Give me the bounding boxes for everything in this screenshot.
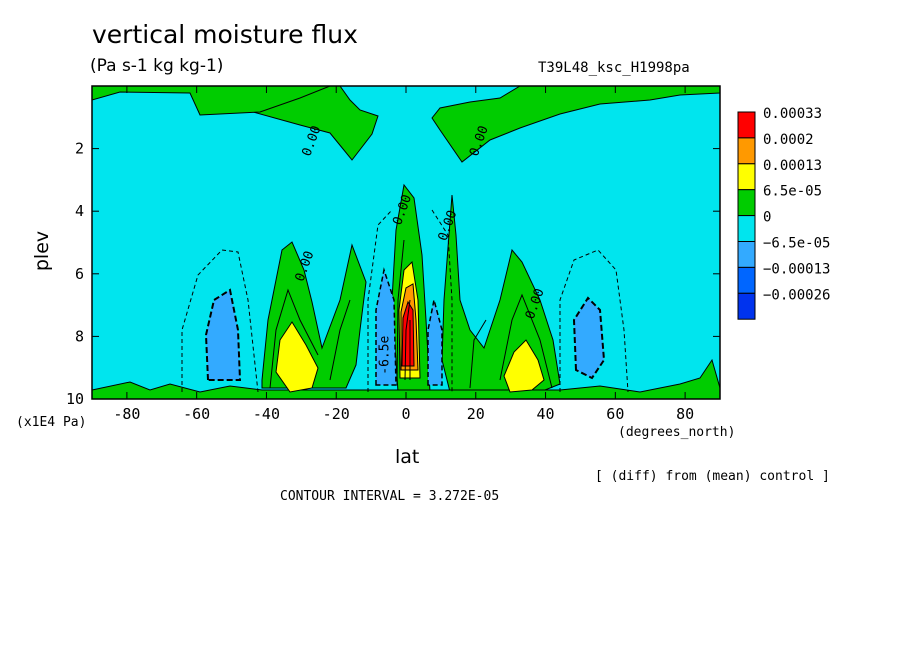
chart-units: (Pa s-1 kg kg-1) bbox=[90, 56, 224, 76]
x-unit-note: (degrees_north) bbox=[618, 425, 736, 440]
upper-green-band-right bbox=[431, 86, 720, 163]
sh-inner-contours bbox=[269, 288, 351, 389]
eq-east-min bbox=[427, 299, 443, 386]
contour-label: -6.5e bbox=[378, 335, 393, 374]
legend-swatch bbox=[737, 137, 756, 165]
legend-label: 0 bbox=[763, 210, 771, 226]
x-tick-label: 0 bbox=[401, 405, 410, 423]
legend-swatch bbox=[737, 292, 756, 320]
legend-swatch bbox=[737, 241, 756, 268]
y-tick-label: 10 bbox=[66, 390, 84, 408]
x-axis: -80 -60 -40 -20 0 20 40 60 80 bbox=[113, 86, 694, 423]
diff-note: [ (diff) from (mean) control ] bbox=[595, 469, 830, 484]
equatorial-max bbox=[401, 300, 415, 367]
contour-fills bbox=[92, 86, 720, 399]
legend-label: −0.00026 bbox=[763, 287, 830, 303]
sh-dashed-contour bbox=[181, 249, 259, 393]
run-label: T39L48_ksc_H1998pa bbox=[538, 60, 690, 76]
y-tick-label: 8 bbox=[75, 327, 84, 345]
x-tick-label: 80 bbox=[676, 405, 694, 423]
x-axis-label: lat bbox=[395, 446, 420, 468]
y-tick-label: 2 bbox=[75, 140, 84, 158]
x-tick-label: 20 bbox=[467, 405, 485, 423]
legend-label: −0.00013 bbox=[763, 261, 830, 277]
y-unit-note: (x1E4 Pa) bbox=[16, 415, 87, 430]
x-tick-label: 40 bbox=[537, 405, 555, 423]
chart-title: vertical moisture flux bbox=[92, 20, 358, 49]
sh-midlat-min bbox=[204, 288, 242, 381]
legend-label: 6.5e-05 bbox=[763, 184, 822, 200]
nh-subtropical-max bbox=[503, 339, 545, 393]
x-tick-label: -40 bbox=[253, 405, 280, 423]
eq-inner-contours bbox=[396, 239, 411, 386]
upper-green-band-top bbox=[92, 86, 331, 116]
x-tick-label: -60 bbox=[183, 405, 210, 423]
contour-interval: CONTOUR INTERVAL = 3.272E-05 bbox=[280, 489, 500, 504]
x-tick-label: 60 bbox=[606, 405, 624, 423]
x-tick-label: -20 bbox=[323, 405, 350, 423]
legend-swatch bbox=[737, 215, 756, 243]
y-axis: 2 4 6 8 10 bbox=[66, 140, 720, 408]
legend-label: 0.0002 bbox=[763, 132, 814, 148]
y-tick-label: 6 bbox=[75, 265, 84, 283]
nh-green-lobe bbox=[441, 194, 561, 393]
y-tick-label: 4 bbox=[75, 202, 84, 220]
legend-label: −6.5e-05 bbox=[763, 236, 830, 252]
nh-midlat-min bbox=[572, 296, 606, 380]
legend-swatch bbox=[737, 111, 756, 139]
nh-inner-contours bbox=[469, 293, 553, 389]
legend-label: 0.00013 bbox=[763, 158, 822, 174]
legend-swatch bbox=[737, 266, 756, 294]
legend-label: 0.00033 bbox=[763, 106, 822, 122]
legend-swatch bbox=[737, 163, 756, 191]
nh-dashed-contour bbox=[559, 249, 629, 393]
color-legend: 0.00033 0.0002 0.00013 6.5e-05 0 −6.5e-05 −0.0… bbox=[737, 106, 830, 320]
sh-subtropical-max bbox=[275, 321, 319, 393]
eq-west-min bbox=[375, 267, 397, 386]
x-tick-label: -80 bbox=[113, 405, 140, 423]
legend-swatch bbox=[737, 189, 756, 217]
eq-dashed-contour bbox=[367, 209, 453, 392]
